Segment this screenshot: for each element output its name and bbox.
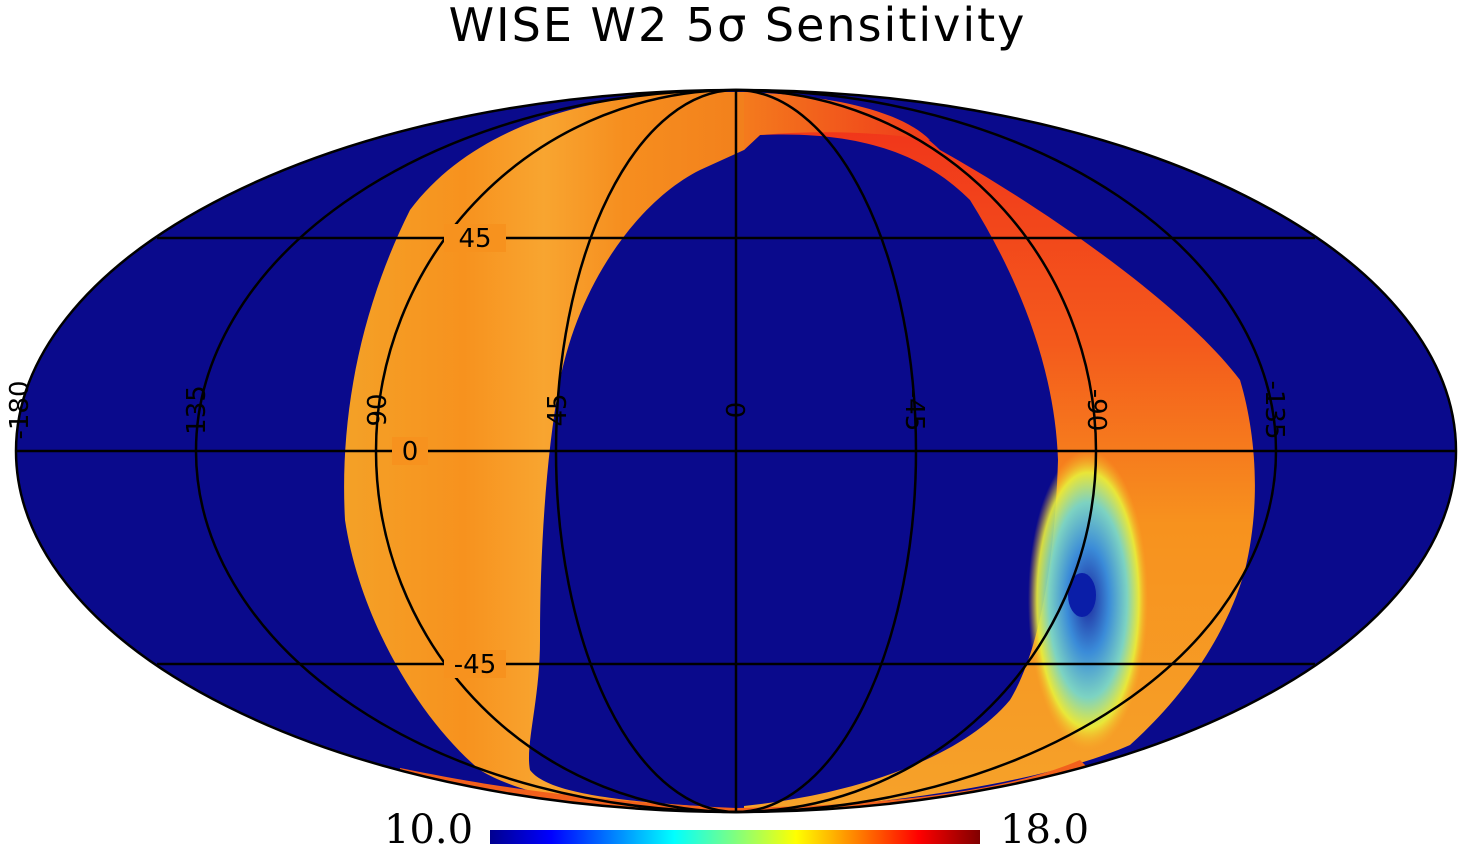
lat-label-0: 0 [402,437,419,467]
colorbar [490,830,980,844]
lon-label-minus-135: -135 [1259,380,1289,439]
colorbar-min-label: 10.0 [384,807,474,853]
map-title: WISE W2 5σ Sensitivity [448,0,1027,52]
low-sensitivity-core [1068,573,1096,617]
graticule [14,88,1458,814]
lon-label-135: 135 [182,385,212,435]
graticule-labels: 0 45 -45 -180 135 90 45 0 -45 -90 -135 [5,224,1289,680]
lat-label-45: 45 [458,224,491,254]
colorbar-max-label: 18.0 [1000,807,1090,853]
lon-label-0: 0 [722,402,752,419]
coverage-band-bottom [400,760,1090,812]
lat-label-minus-45: -45 [454,650,496,680]
lon-label-minus-180: -180 [5,380,35,439]
lon-label-minus-45: -45 [899,389,929,431]
lon-label-45: 45 [543,393,573,426]
lon-label-minus-90: -90 [1081,389,1111,431]
coverage-band-top [700,92,930,150]
lon-label-90: 90 [363,393,393,426]
